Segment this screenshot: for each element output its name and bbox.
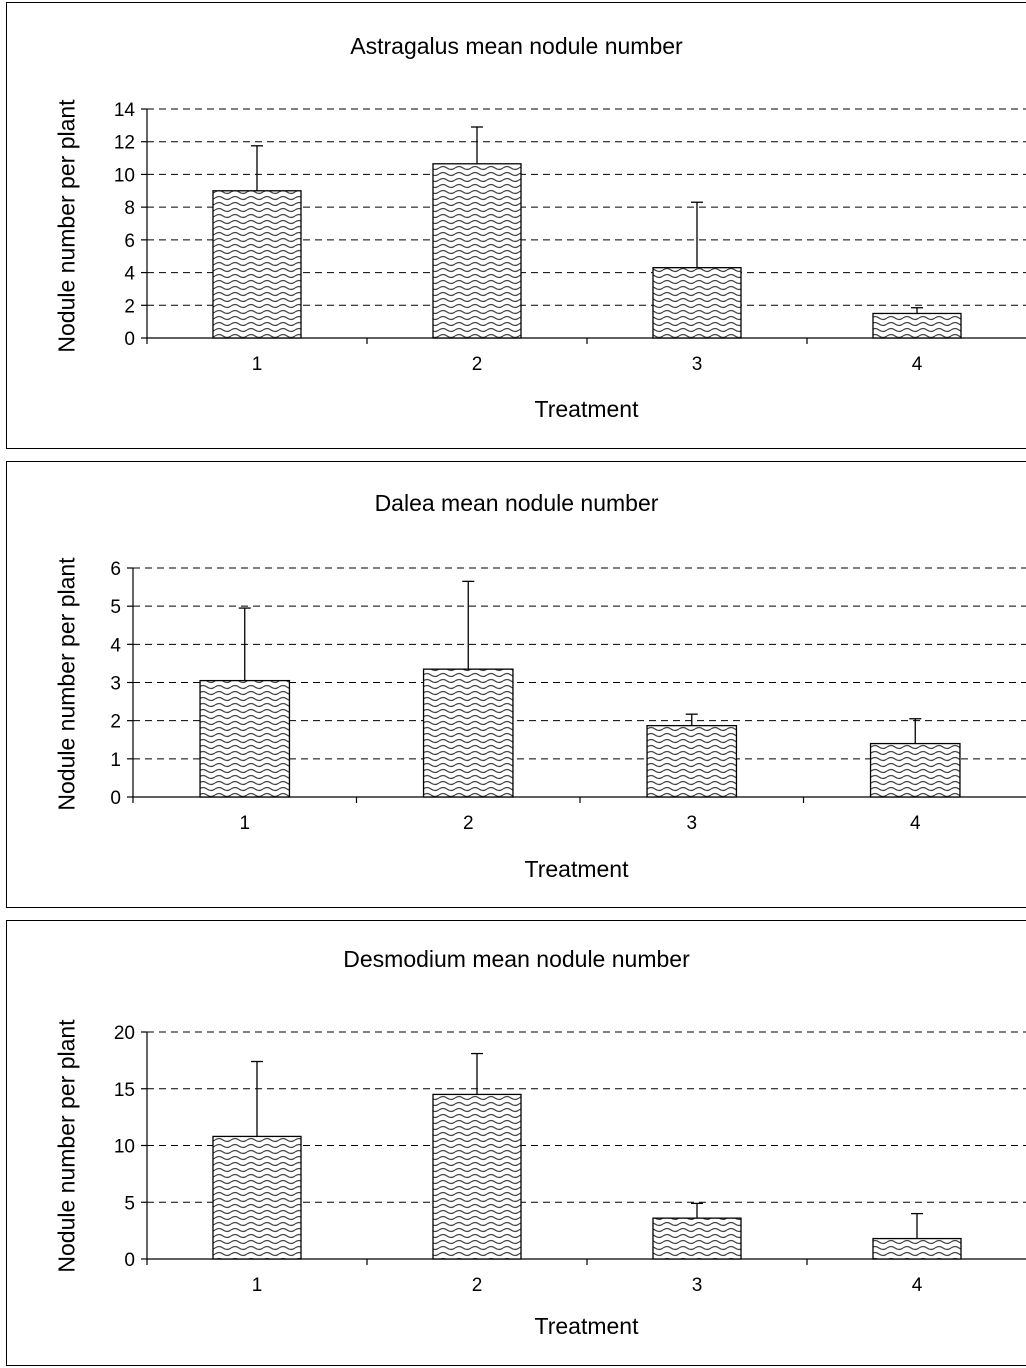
y-tick-label: 4: [110, 635, 121, 656]
x-tick-label: 1: [239, 813, 250, 834]
bar-treatment-2: [422, 668, 514, 798]
bar-treatment-2: [432, 163, 522, 339]
x-tick-label: 3: [686, 813, 697, 834]
y-tick-label: 14: [114, 100, 136, 121]
x-axis-label: Treatment: [534, 1313, 639, 1339]
x-tick-label: 1: [252, 1275, 263, 1296]
chart-title: Astragalus mean nodule number: [350, 33, 683, 59]
y-tick-label: 0: [124, 329, 135, 350]
x-tick-label: 2: [463, 813, 474, 834]
x-axis-label: Treatment: [534, 396, 639, 422]
y-tick-label: 6: [124, 231, 135, 252]
bar-chart-desmodium: 0 5 10 15 20 1 2 3 4: [114, 1023, 1026, 1296]
y-tick-label: 2: [124, 296, 135, 317]
y-tick-label: 5: [124, 1193, 135, 1214]
bar-treatment-1: [199, 679, 291, 798]
y-tick-label: 15: [114, 1080, 135, 1101]
bar-treatment-3: [646, 724, 738, 798]
x-tick-label: 3: [692, 1275, 703, 1296]
bar-treatment-3: [652, 267, 742, 339]
x-tick-label: 4: [912, 1275, 923, 1296]
chart-panel-desmodium: Desmodium mean nodule number Nodule numb…: [6, 920, 1026, 1366]
bar-treatment-4: [872, 1237, 962, 1260]
bar-chart-dalea: 0 1 2 3 4 5 6 1 2 3 4: [110, 559, 1026, 834]
bar-treatment-4: [869, 742, 961, 798]
y-tick-label: 2: [110, 712, 121, 733]
y-tick-label: 10: [114, 165, 135, 186]
y-tick-label: 5: [110, 597, 121, 618]
x-axis-label: Treatment: [524, 856, 629, 882]
x-tick-label: 1: [252, 354, 263, 375]
x-tick-label: 4: [912, 354, 923, 375]
x-tick-label: 2: [472, 1275, 483, 1296]
x-tick-label: 4: [910, 813, 921, 834]
y-tick-label: 10: [114, 1137, 135, 1158]
y-tick-label: 6: [110, 559, 121, 580]
chart-title: Desmodium mean nodule number: [343, 946, 690, 972]
y-tick-label: 8: [124, 198, 135, 219]
y-tick-label: 0: [110, 788, 121, 809]
x-tick-label: 3: [692, 354, 703, 375]
y-tick-label: 3: [110, 674, 121, 695]
chart-title: Dalea mean nodule number: [374, 490, 659, 516]
y-tick-label: 20: [114, 1023, 135, 1044]
bar-treatment-1: [212, 190, 302, 339]
y-tick-label: 1: [110, 750, 121, 771]
chart-panel-astragalus: Astragalus mean nodule number Nodule num…: [6, 2, 1026, 449]
y-tick-label: 4: [124, 264, 135, 285]
x-tick-label: 2: [472, 354, 483, 375]
bar-treatment-1: [212, 1135, 302, 1260]
y-tick-label: 0: [124, 1250, 135, 1271]
y-tick-label: 12: [114, 133, 135, 154]
bar-treatment-4: [872, 312, 962, 339]
bar-treatment-2: [432, 1093, 522, 1260]
bar-treatment-3: [652, 1217, 742, 1260]
chart-panel-dalea: Dalea mean nodule number Nodule number p…: [6, 461, 1026, 908]
